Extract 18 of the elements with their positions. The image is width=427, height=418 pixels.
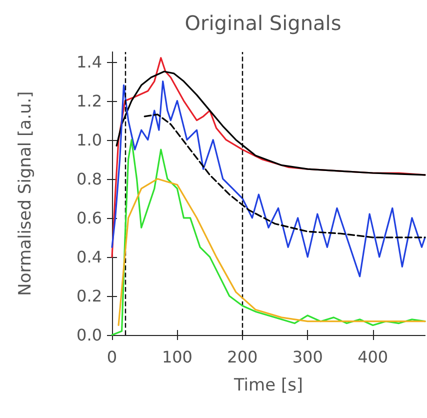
y-tick-label: 1.4 [76, 52, 102, 72]
x-axis-title: Time [s] [232, 376, 304, 396]
x-tick-label: 100 [162, 348, 192, 366]
y-tick-label: 0.8 [76, 169, 102, 188]
line-series [111, 80, 426, 278]
chart-title: Original Signals [184, 11, 342, 35]
line-series [118, 178, 426, 326]
y-axis-title: Normalised Signal [a.u.] [16, 91, 36, 296]
x-tick-label: 400 [358, 348, 388, 366]
y-tick-label: 1.2 [76, 91, 102, 110]
x-tick-label: 200 [227, 348, 258, 366]
y-tick-label: 0.4 [76, 247, 102, 266]
x-tick-label: 0 [106, 348, 118, 366]
y-tick-label: 1.0 [76, 130, 102, 150]
y-tick-label: 0.0 [76, 326, 102, 344]
y-tick-label: 0.6 [76, 208, 102, 228]
y-tick-label: 0.2 [76, 286, 102, 306]
x-tick-label: 300 [292, 348, 323, 366]
